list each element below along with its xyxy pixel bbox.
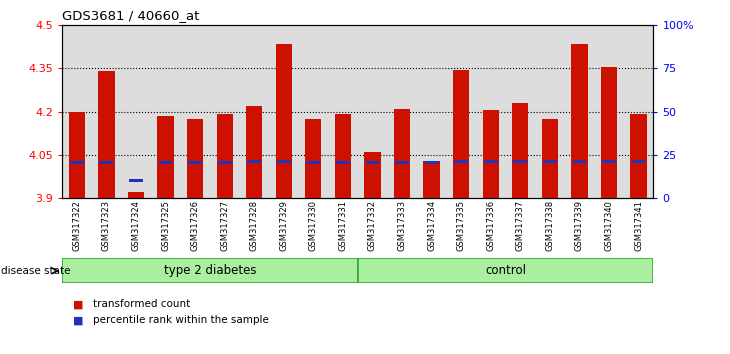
Bar xyxy=(364,152,380,198)
Bar xyxy=(218,161,231,164)
Bar xyxy=(99,71,115,198)
Bar xyxy=(453,70,469,198)
Bar xyxy=(543,160,557,162)
Bar xyxy=(601,67,617,198)
Bar xyxy=(70,161,84,164)
Bar xyxy=(454,160,468,162)
Bar xyxy=(247,160,261,162)
Bar xyxy=(277,160,291,162)
Text: transformed count: transformed count xyxy=(93,299,191,309)
Bar xyxy=(572,44,588,198)
Text: control: control xyxy=(485,264,526,277)
Bar xyxy=(394,109,410,198)
Bar xyxy=(631,114,647,198)
Text: ■: ■ xyxy=(73,299,83,309)
Bar xyxy=(158,116,174,198)
Bar xyxy=(99,161,113,164)
Text: percentile rank within the sample: percentile rank within the sample xyxy=(93,315,269,325)
Text: ■: ■ xyxy=(73,315,83,325)
Bar xyxy=(512,103,529,198)
Bar xyxy=(572,160,586,162)
Bar xyxy=(631,160,645,162)
Bar xyxy=(358,258,653,283)
Bar xyxy=(336,161,350,164)
Bar xyxy=(128,193,144,198)
Bar xyxy=(188,161,202,164)
Bar xyxy=(62,258,358,283)
Text: disease state: disease state xyxy=(1,266,71,276)
Text: type 2 diabetes: type 2 diabetes xyxy=(164,264,256,277)
Bar xyxy=(366,161,380,164)
Bar xyxy=(129,179,143,182)
Bar xyxy=(217,114,233,198)
Bar xyxy=(513,160,527,162)
Bar xyxy=(395,161,409,164)
Bar xyxy=(307,161,320,164)
Bar xyxy=(158,161,172,164)
Text: GDS3681 / 40660_at: GDS3681 / 40660_at xyxy=(62,9,199,22)
Bar xyxy=(542,119,558,198)
Bar xyxy=(276,44,292,198)
Bar xyxy=(69,112,85,198)
Bar xyxy=(484,160,498,162)
Bar xyxy=(602,160,616,162)
Bar xyxy=(246,106,262,198)
Bar xyxy=(425,161,439,164)
Bar xyxy=(423,161,439,198)
Bar xyxy=(335,114,351,198)
Bar xyxy=(187,119,203,198)
Bar xyxy=(483,110,499,198)
Bar xyxy=(305,119,321,198)
